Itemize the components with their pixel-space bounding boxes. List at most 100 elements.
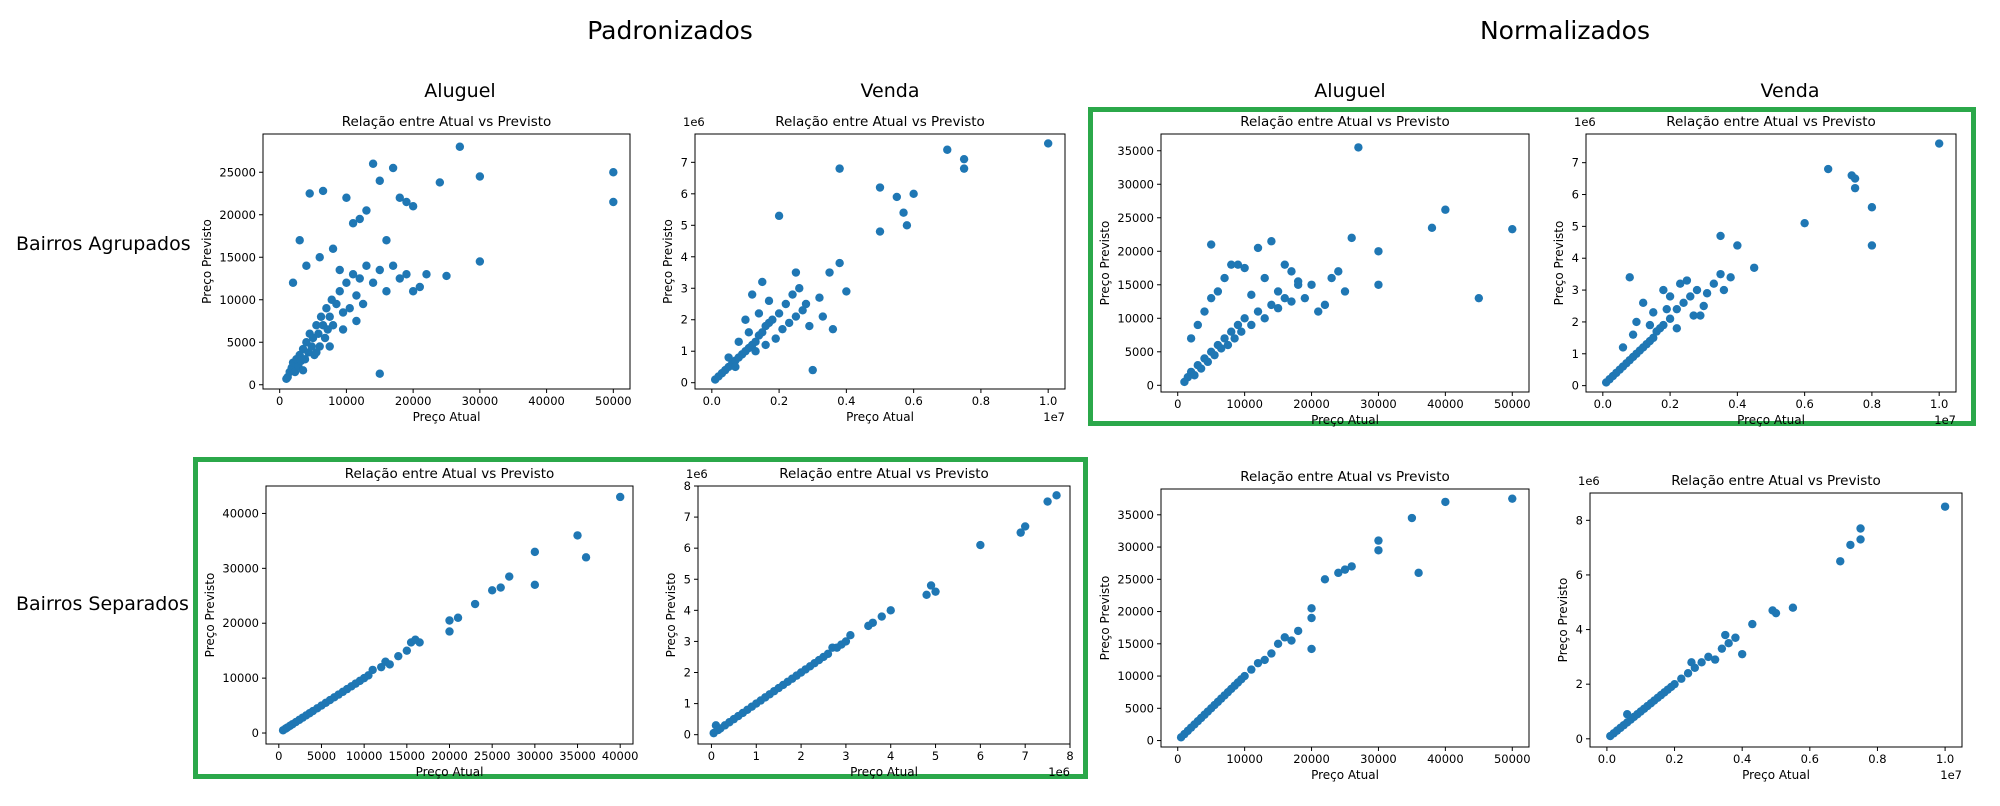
scatter-point	[609, 168, 618, 177]
subheader-aluguel-normalizados: Aluguel	[1314, 80, 1386, 102]
scatter-point	[1749, 263, 1759, 272]
scatter-point	[314, 329, 323, 338]
scatter-point	[1374, 536, 1383, 545]
scatter-point	[795, 284, 804, 293]
scatter-point	[724, 353, 733, 362]
scatter-point	[788, 290, 797, 299]
y-tick-label: 15000	[219, 250, 256, 264]
scatter-plot-padronizados-agrupados-aluguel: Relação entre Atual vs Previsto 0 10000 200…	[200, 114, 632, 424]
scatter-point	[1649, 333, 1658, 343]
scatter-point	[808, 365, 817, 375]
scatter-point	[1638, 298, 1648, 308]
scatter-point	[741, 315, 750, 324]
scatter-point	[976, 540, 985, 550]
plot-frame	[1585, 133, 1957, 393]
scatter-point	[805, 321, 814, 331]
scatter-point	[609, 197, 618, 207]
scatter-point	[1260, 314, 1269, 323]
scatter-point	[1618, 343, 1628, 352]
scatter-point	[1697, 658, 1706, 667]
x-axis-label: Preço Atual	[1311, 413, 1379, 427]
scatter-point	[445, 616, 454, 625]
x-tick-label: 6	[977, 749, 984, 763]
scatter-point	[1220, 334, 1229, 343]
y-axis-label: Preço Previsto	[1552, 221, 1566, 306]
scatter-point	[1247, 320, 1256, 330]
scatter-point	[1200, 307, 1209, 316]
scatter-point	[1800, 218, 1809, 228]
scatter-point	[1233, 260, 1243, 269]
scatter-point	[312, 321, 321, 330]
scatter-point	[487, 586, 497, 595]
scatter-point	[382, 236, 391, 245]
y-tick-label: 0	[684, 728, 691, 742]
y-tick-label: 35000	[1117, 508, 1154, 522]
scatter-point	[1217, 344, 1226, 353]
x-tick-label: 0.4	[1733, 752, 1751, 766]
scatter-point	[318, 186, 328, 196]
scatter-point	[1672, 304, 1682, 314]
x-tick-label: 0.8	[1863, 397, 1881, 411]
x-offset-label: 1e7	[1934, 413, 1956, 427]
x-axis-label: Preço Atual	[1737, 413, 1805, 427]
scatter-point	[875, 227, 885, 236]
y-tick-label: 7	[681, 155, 688, 169]
y-tick-label: 7	[684, 510, 691, 524]
scatter-point	[841, 637, 851, 646]
scatter-point	[1190, 371, 1199, 380]
scatter-point	[288, 278, 298, 287]
scatter-point	[1716, 231, 1725, 241]
scatter-point	[1665, 314, 1675, 323]
x-tick-label: 25000	[474, 749, 511, 763]
scatter-point	[1867, 203, 1877, 212]
scatter-point	[1220, 273, 1229, 283]
scatter-point	[307, 342, 316, 351]
scatter-point	[358, 299, 368, 309]
scatter-point	[734, 337, 743, 346]
scatter-point	[868, 618, 877, 627]
scatter-point	[325, 342, 334, 351]
scatter-point	[774, 211, 784, 221]
scatter-point	[1213, 287, 1223, 296]
y-tick-label: 8	[684, 479, 691, 493]
scatter-point	[342, 193, 351, 202]
scatter-point	[338, 325, 348, 334]
scatter-point	[1273, 304, 1283, 313]
scatter-plot-normalizados-separados-venda: Relação entre Atual vs Previsto 0.0 0.2 0.4…	[1556, 473, 1963, 782]
x-axis-label: Preço Atual	[850, 765, 918, 779]
x-tick-label: 0.2	[1661, 397, 1679, 411]
scatter-point	[1867, 241, 1877, 250]
scatter-point	[1240, 263, 1249, 273]
scatter-point	[1193, 320, 1202, 330]
x-tick-label: 50000	[595, 394, 632, 408]
scatter-point	[747, 290, 757, 299]
y-tick-label: 30000	[1117, 540, 1154, 554]
plot-frame	[262, 133, 631, 390]
scatter-point	[751, 347, 760, 356]
scatter-point	[1247, 290, 1256, 300]
scatter-point	[1300, 293, 1310, 303]
y-tick-label: 6	[1572, 188, 1579, 202]
y-axis-label: Preço Previsto	[661, 219, 675, 304]
scatter-point	[1240, 671, 1249, 681]
scatter-point	[342, 278, 351, 287]
x-tick-label: 40000	[528, 394, 565, 408]
y-tick-label: 1	[1572, 347, 1579, 361]
scatter-point	[828, 324, 838, 334]
x-tick-label: 0.0	[703, 394, 721, 408]
y-tick-label: 6	[681, 187, 688, 201]
scatter-point	[1320, 300, 1330, 310]
scatter-point	[1788, 603, 1798, 612]
scatter-point	[453, 613, 463, 622]
y-tick-label: 0	[1147, 378, 1154, 392]
scatter-point	[422, 270, 431, 279]
scatter-point	[1293, 277, 1303, 286]
plot-frame	[1160, 488, 1530, 748]
scatter-point	[1665, 292, 1675, 301]
x-tick-label: 20000	[1293, 397, 1330, 411]
scatter-point	[825, 268, 834, 277]
y-tick-label: 0	[252, 726, 259, 740]
x-tick-label: 30000	[1360, 397, 1397, 411]
highlight-box-normalizados-agrupados	[1088, 107, 1976, 426]
scatter-point	[338, 308, 348, 317]
